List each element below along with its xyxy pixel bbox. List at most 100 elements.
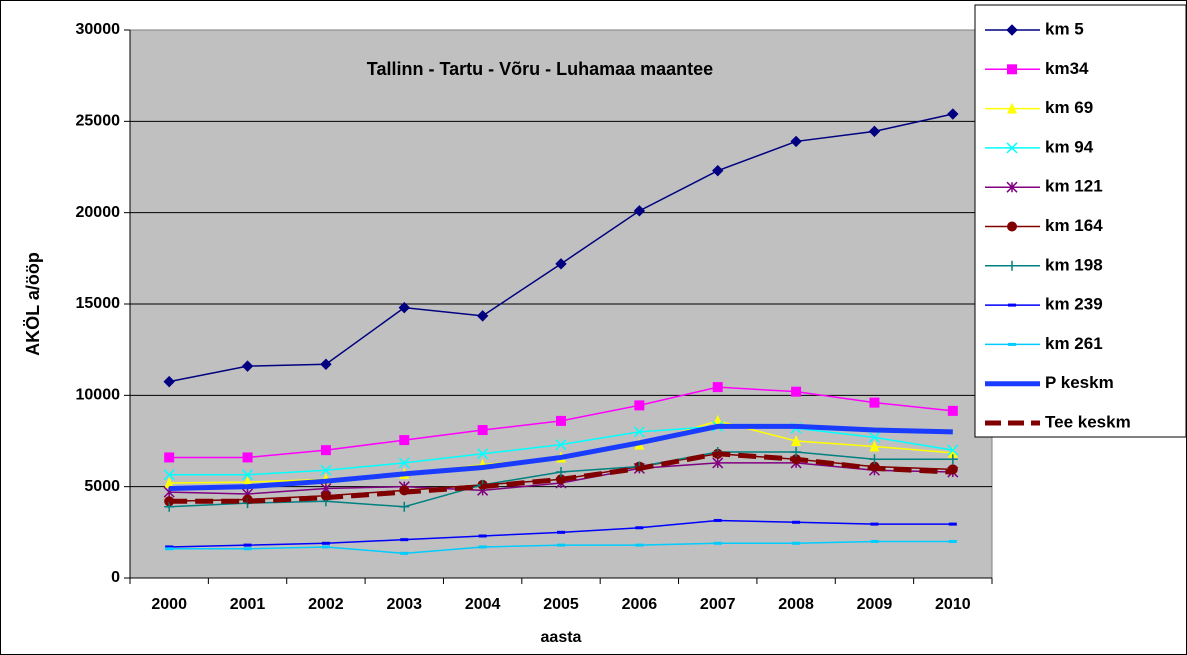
marker — [634, 400, 645, 411]
x-tick-label: 2000 — [151, 596, 187, 613]
marker — [1007, 260, 1017, 271]
marker — [320, 445, 331, 456]
x-tick-label: 2003 — [386, 596, 422, 613]
marker — [1007, 64, 1017, 75]
legend-label: km34 — [1045, 59, 1089, 78]
marker — [163, 469, 175, 481]
marker — [635, 526, 644, 530]
marker — [165, 547, 174, 551]
marker — [320, 464, 332, 476]
marker — [163, 375, 175, 388]
y-axis-label: AKÖL a/ööp — [23, 252, 43, 356]
marker — [242, 469, 254, 481]
marker — [398, 301, 410, 314]
x-tick-label: 2008 — [778, 596, 814, 613]
marker — [400, 538, 409, 542]
marker — [870, 522, 879, 526]
marker — [791, 435, 802, 446]
marker — [1006, 142, 1018, 154]
marker — [870, 539, 879, 543]
marker — [477, 448, 489, 460]
marker — [869, 397, 880, 408]
marker — [557, 530, 565, 534]
marker — [1006, 24, 1018, 36]
y-tick-label: 30000 — [76, 21, 121, 38]
marker — [947, 446, 958, 458]
marker — [713, 518, 722, 522]
marker — [633, 205, 646, 217]
marker — [635, 543, 644, 547]
y-tick-label: 0 — [111, 569, 120, 586]
marker — [164, 477, 175, 489]
x-axis-label: aasta — [541, 629, 582, 646]
marker — [790, 135, 802, 148]
x-tick-label: 2004 — [465, 596, 501, 613]
y-tick-label: 15000 — [76, 295, 121, 312]
marker — [241, 360, 254, 372]
x-tick-label: 2001 — [230, 596, 266, 613]
legend-label: km 121 — [1045, 177, 1103, 196]
marker — [869, 440, 880, 452]
x-tick-label: 2010 — [935, 596, 971, 613]
x-tick-label: 2002 — [308, 596, 344, 613]
legend-label: Tee keskm — [1045, 412, 1131, 431]
x-tick-label: 2007 — [700, 596, 736, 613]
legend-label: km 164 — [1045, 216, 1103, 235]
legend-label: km 5 — [1045, 19, 1084, 38]
x-tick-label: 2005 — [543, 596, 579, 613]
legend-box — [974, 4, 1187, 438]
marker — [556, 467, 566, 478]
series-line — [169, 451, 953, 504]
legend-label: P keskm — [1045, 373, 1114, 392]
marker — [557, 543, 565, 547]
marker — [555, 258, 567, 270]
marker — [1008, 303, 1016, 307]
marker — [478, 545, 487, 549]
marker — [1006, 181, 1018, 193]
marker — [712, 382, 723, 393]
marker — [164, 452, 175, 463]
marker — [321, 545, 330, 549]
marker — [948, 522, 957, 526]
x-tick-label: 2006 — [622, 596, 658, 613]
marker — [478, 534, 487, 538]
marker — [792, 520, 801, 524]
marker — [400, 551, 409, 555]
marker — [947, 454, 958, 465]
legend-label: km 94 — [1045, 137, 1094, 156]
marker — [633, 426, 645, 438]
marker — [868, 431, 880, 443]
marker — [948, 539, 957, 543]
marker — [869, 454, 880, 465]
legend-label: km 239 — [1045, 295, 1103, 314]
marker — [165, 545, 174, 549]
marker — [712, 457, 724, 469]
marker — [791, 386, 802, 397]
legend-label: km 198 — [1045, 255, 1103, 274]
marker — [555, 439, 567, 451]
marker — [791, 446, 802, 457]
chart-title: Tallinn - Tartu - Võru - Luhamaa maantee — [367, 59, 713, 79]
y-tick-label: 20000 — [76, 204, 121, 221]
marker — [868, 125, 881, 138]
legend-label: km 261 — [1045, 334, 1103, 353]
marker — [556, 415, 566, 426]
marker — [713, 541, 722, 545]
marker — [1008, 342, 1016, 346]
marker — [792, 541, 801, 545]
marker — [399, 501, 410, 512]
marker — [1007, 221, 1017, 232]
marker — [243, 543, 252, 547]
x-tick-label: 2009 — [857, 596, 893, 613]
marker — [947, 108, 959, 120]
legend-label: km 69 — [1045, 98, 1093, 117]
y-tick-label: 10000 — [76, 387, 121, 404]
marker — [712, 164, 724, 177]
y-tick-label: 25000 — [76, 113, 121, 130]
marker — [947, 405, 958, 416]
marker — [320, 358, 332, 370]
marker — [398, 457, 410, 469]
y-tick-label: 5000 — [84, 478, 120, 495]
marker — [243, 547, 252, 551]
